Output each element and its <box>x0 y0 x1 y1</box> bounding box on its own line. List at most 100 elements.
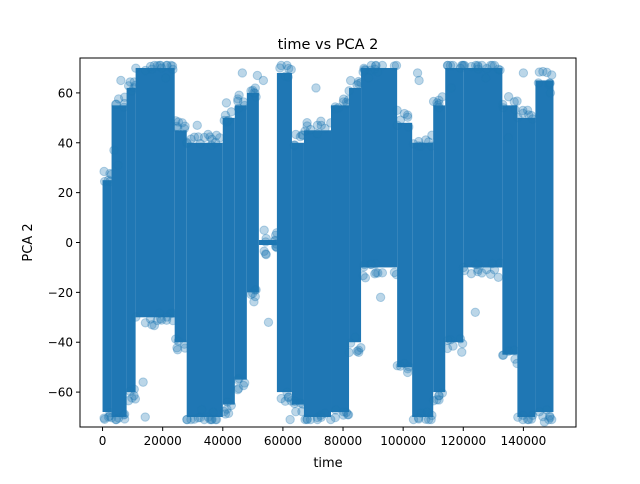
x-axis-label: time <box>313 456 342 471</box>
data-point <box>434 95 444 105</box>
data-point <box>477 268 487 278</box>
data-point <box>302 121 312 131</box>
data-point <box>513 412 523 422</box>
data-point <box>302 117 312 128</box>
data-point <box>111 414 121 425</box>
data-point <box>208 407 218 417</box>
data-point <box>276 60 286 71</box>
data-point <box>249 88 259 98</box>
data-point <box>445 335 456 345</box>
data-point <box>248 288 258 299</box>
data-point <box>195 138 205 149</box>
data-point <box>477 60 487 71</box>
data-point <box>487 60 497 71</box>
data-point <box>172 345 183 355</box>
data-point <box>485 60 496 71</box>
data-point <box>434 103 444 113</box>
data-point <box>422 407 432 417</box>
data-point <box>404 122 414 132</box>
data-point <box>111 99 122 109</box>
data-point <box>524 414 534 425</box>
data-point <box>125 77 135 87</box>
point-cloud <box>349 87 362 343</box>
data-point <box>542 67 552 78</box>
data-point <box>509 97 519 107</box>
data-point <box>99 413 109 423</box>
data-point <box>375 292 386 303</box>
data-point <box>113 413 124 423</box>
data-point <box>408 139 419 149</box>
data-point <box>426 414 436 425</box>
data-point <box>510 104 520 115</box>
data-point <box>338 94 349 104</box>
data-point <box>289 398 300 409</box>
data-point <box>155 60 166 71</box>
data-point <box>457 60 467 71</box>
data-point <box>246 289 256 300</box>
data-point <box>371 267 381 278</box>
data-point <box>207 414 217 425</box>
data-point <box>316 412 326 423</box>
data-point <box>473 60 483 71</box>
data-point <box>544 414 554 425</box>
data-point <box>302 414 312 424</box>
y-tick-label: 40 <box>58 136 73 150</box>
data-point <box>149 320 160 331</box>
data-point <box>233 96 243 106</box>
data-point <box>312 412 323 423</box>
data-point <box>538 412 548 422</box>
data-point <box>412 68 423 78</box>
data-point <box>177 118 187 128</box>
data-point <box>283 72 293 82</box>
data-point <box>526 414 537 424</box>
data-point <box>316 120 326 131</box>
data-point <box>260 249 271 259</box>
point-cloud <box>502 105 518 355</box>
data-point <box>210 414 221 425</box>
data-point <box>250 291 260 302</box>
data-point <box>131 312 141 322</box>
point-cloud <box>135 67 175 318</box>
data-point <box>285 414 295 425</box>
data-point <box>392 360 403 371</box>
data-point <box>140 318 151 328</box>
data-point <box>473 259 483 270</box>
data-point <box>395 361 406 371</box>
point-cloud <box>276 72 292 393</box>
data-point <box>276 393 286 404</box>
data-point <box>123 395 134 406</box>
data-point <box>219 115 229 126</box>
data-point <box>416 141 426 151</box>
data-point <box>171 116 181 126</box>
data-point <box>152 61 162 71</box>
data-point <box>113 94 124 104</box>
data-point <box>539 417 550 427</box>
data-point <box>423 137 434 147</box>
data-point <box>403 364 413 374</box>
data-point <box>291 406 301 417</box>
data-point <box>428 96 439 107</box>
data-point <box>448 60 458 71</box>
data-point <box>421 135 431 145</box>
data-point <box>373 67 383 77</box>
data-point <box>233 375 243 385</box>
data-point <box>113 160 123 170</box>
data-point <box>512 96 522 106</box>
data-point <box>493 64 504 74</box>
data-point <box>291 129 301 140</box>
data-point <box>186 134 196 144</box>
data-point <box>258 75 269 86</box>
data-point <box>544 79 554 90</box>
data-point <box>119 414 130 424</box>
data-point <box>116 75 126 86</box>
data-point <box>234 373 244 384</box>
data-point <box>129 390 139 401</box>
data-point <box>399 108 410 119</box>
data-point <box>173 336 184 346</box>
data-point <box>434 99 444 109</box>
data-point <box>503 92 514 102</box>
data-point <box>330 102 340 112</box>
data-point <box>261 233 271 244</box>
data-point <box>154 308 165 318</box>
